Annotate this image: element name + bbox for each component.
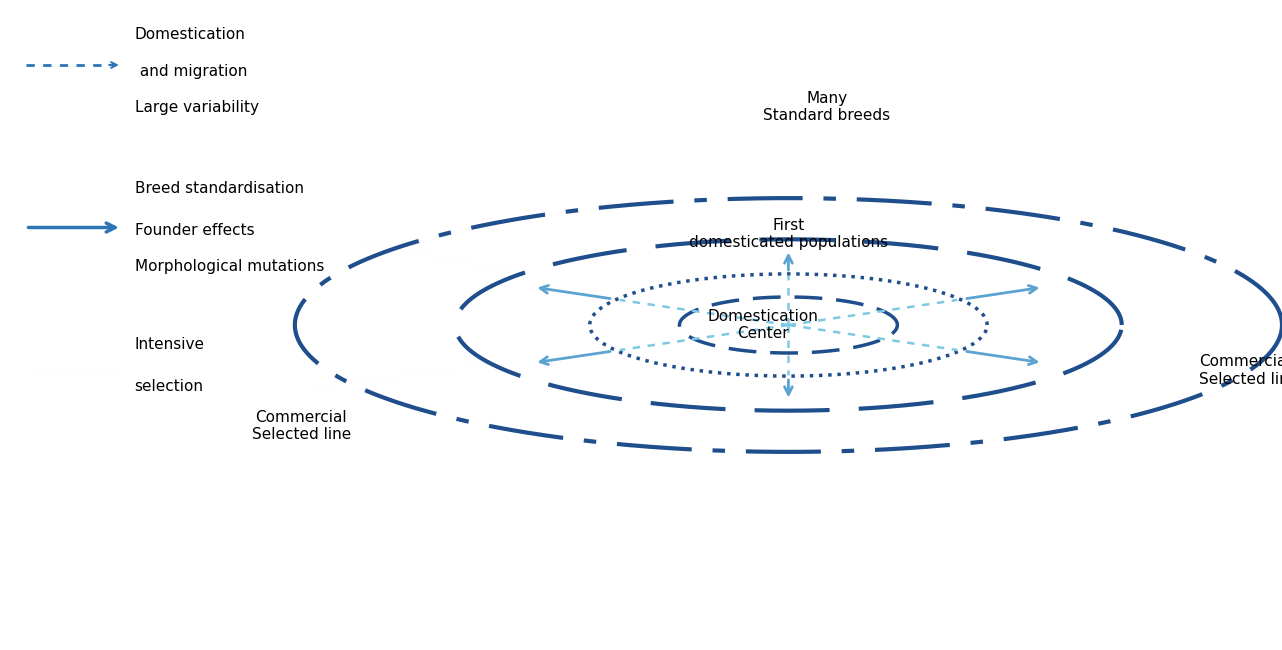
Text: Intensive: Intensive: [135, 337, 205, 352]
Text: Commercial
Selected line: Commercial Selected line: [1199, 354, 1282, 387]
Text: selection: selection: [135, 379, 204, 395]
Text: First
domesticated populations: First domesticated populations: [688, 218, 888, 250]
Text: Large variability: Large variability: [135, 99, 259, 115]
Text: Many
Standard breeds: Many Standard breeds: [763, 91, 891, 124]
Text: Founder effects: Founder effects: [135, 223, 254, 239]
Text: Domestication: Domestication: [135, 27, 245, 42]
Text: Morphological mutations: Morphological mutations: [135, 259, 324, 274]
Text: Domestication
Center: Domestication Center: [708, 309, 818, 341]
Text: Breed standardisation: Breed standardisation: [135, 181, 304, 196]
Text: Commercial
Selected line: Commercial Selected line: [251, 410, 351, 442]
Text: and migration: and migration: [135, 64, 247, 79]
